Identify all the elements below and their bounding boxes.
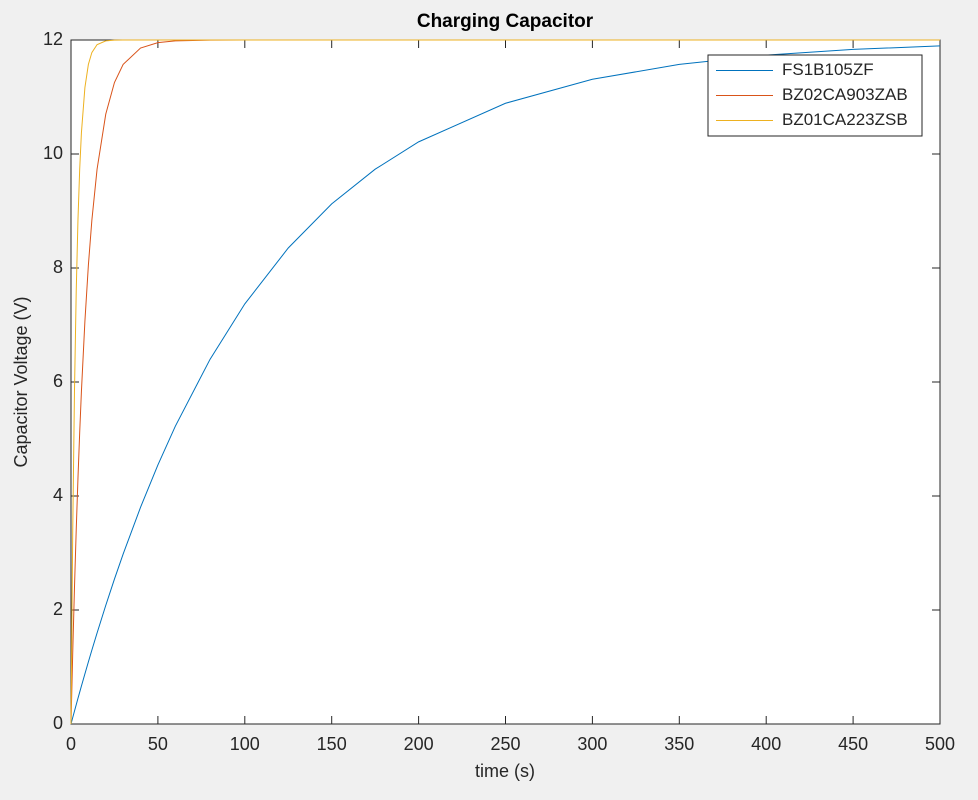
series-line: [70, 45, 941, 725]
x-tick-label: 0: [66, 734, 76, 754]
x-tick-label: 450: [838, 734, 868, 754]
y-tick-label: 10: [43, 143, 63, 163]
x-tick-label: 200: [404, 734, 434, 754]
series-line: [70, 39, 940, 725]
x-tick-label: 350: [664, 734, 694, 754]
x-axis-label: time (s): [475, 761, 535, 781]
x-tick-label: 100: [230, 734, 260, 754]
y-tick-label: 0: [53, 713, 63, 733]
x-tick-label: 50: [148, 734, 168, 754]
x-tick-label: 500: [925, 734, 955, 754]
x-tick-label: 400: [751, 734, 781, 754]
y-axis-label: Capacitor Voltage (V): [11, 296, 31, 467]
y-tick-label: 8: [53, 257, 63, 277]
x-tick-label: 150: [317, 734, 347, 754]
chart-title: Charging Capacitor: [417, 11, 594, 32]
y-tick-label: 12: [43, 29, 63, 49]
legend-label: FS1B105ZF: [782, 60, 874, 79]
plot-area: [71, 40, 940, 724]
x-tick-label: 250: [490, 734, 520, 754]
y-tick-label: 4: [53, 485, 63, 505]
legend-label: BZ02CA903ZAB: [782, 85, 908, 104]
y-tick-label: 6: [53, 371, 63, 391]
legend-label: BZ01CA223ZSB: [782, 110, 908, 129]
y-tick-label: 2: [53, 599, 63, 619]
x-tick-label: 300: [577, 734, 607, 754]
